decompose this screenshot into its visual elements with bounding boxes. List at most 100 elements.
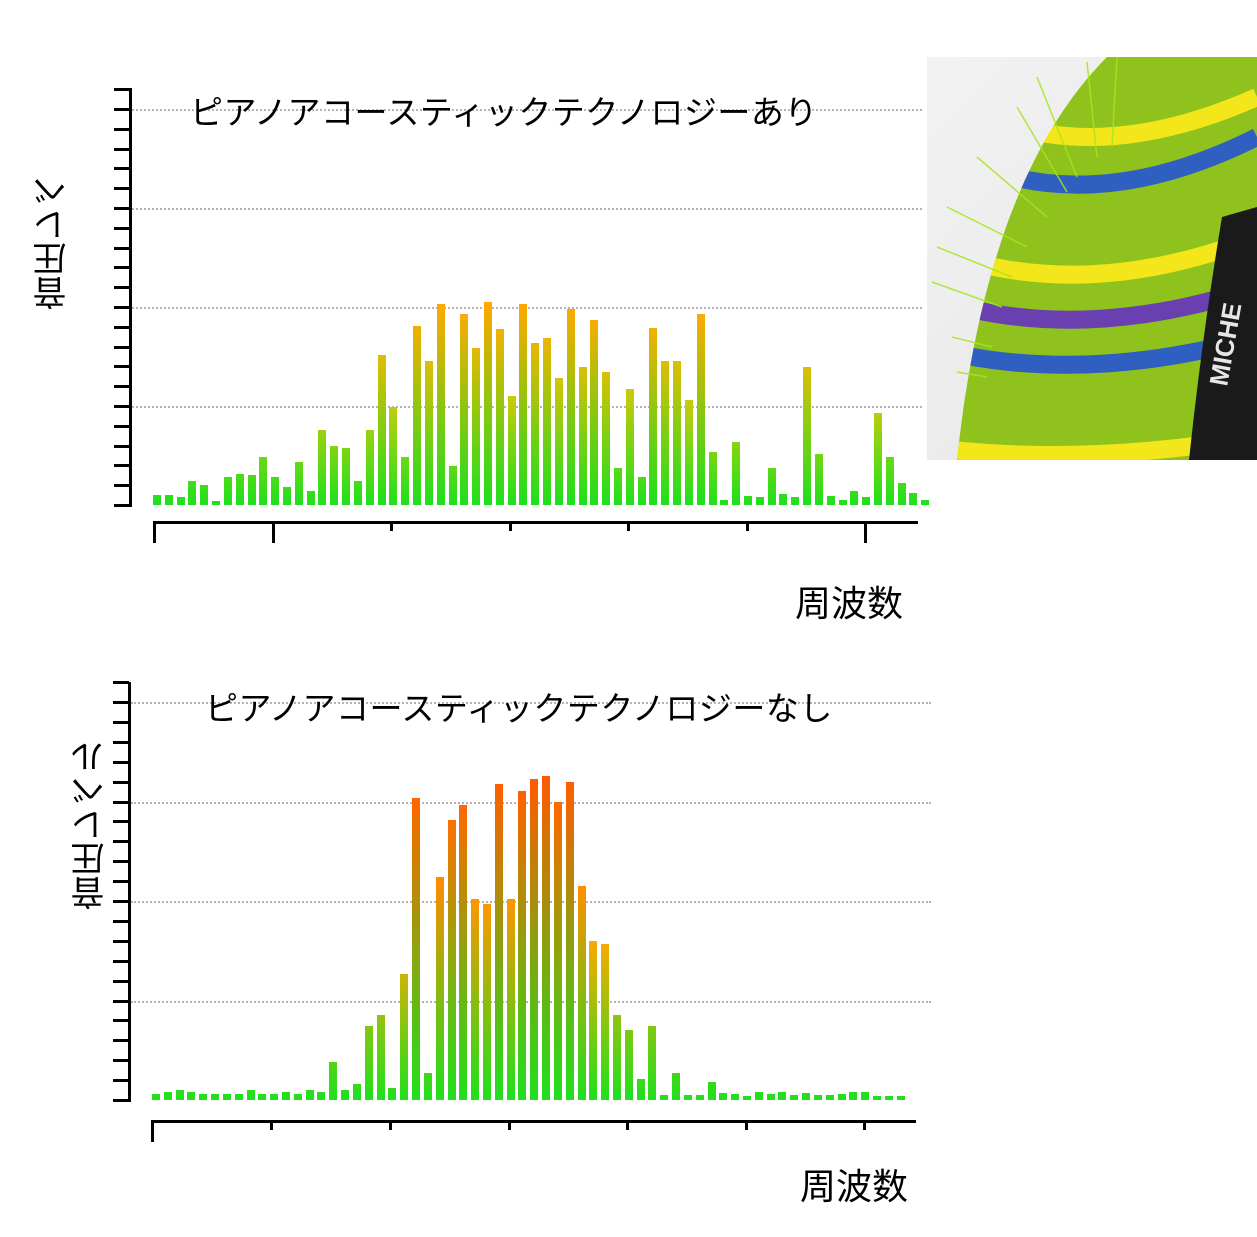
bar [778, 1092, 787, 1100]
y-tick [114, 147, 130, 151]
bar [235, 474, 244, 505]
bar [283, 487, 292, 505]
x-tick [627, 521, 630, 531]
bar [258, 1094, 267, 1100]
bar [566, 308, 575, 505]
y-tick [114, 325, 130, 329]
y-tick [113, 1079, 129, 1083]
bar [636, 1079, 645, 1100]
x-tick [270, 1120, 273, 1130]
x-axis [151, 1120, 916, 1123]
bar [542, 775, 551, 1100]
bar [153, 495, 161, 505]
bar [519, 304, 528, 505]
y-tick [113, 820, 129, 824]
bar [459, 805, 468, 1100]
bar [813, 1095, 822, 1100]
y-tick [113, 780, 129, 784]
bar [589, 940, 598, 1100]
tire-photo: MICHE [927, 57, 1257, 460]
tire-sidewall [1189, 207, 1257, 460]
y-tick [114, 365, 130, 369]
bar [708, 451, 717, 505]
bar [695, 1095, 704, 1100]
y-axis-label: 音圧レベル [71, 740, 111, 910]
bar [188, 481, 197, 505]
bar [624, 1030, 633, 1100]
bar [494, 783, 503, 1100]
y-tick [113, 800, 129, 804]
tire-tread-illustration: MICHE [931, 57, 1257, 460]
bar [436, 304, 445, 505]
bar [637, 477, 646, 505]
bar [731, 1094, 740, 1100]
y-tick [114, 286, 130, 290]
bar [873, 1096, 882, 1100]
bar [719, 1093, 728, 1100]
bar [683, 1095, 692, 1100]
bar [896, 1096, 905, 1100]
y-tick [113, 740, 129, 744]
grid-line [132, 109, 922, 111]
y-tick [114, 444, 130, 448]
bar [862, 497, 871, 505]
bar [921, 500, 930, 505]
bar [413, 325, 422, 505]
bar [435, 877, 444, 1100]
bar [282, 1092, 291, 1100]
y-tick [113, 939, 129, 943]
bar [518, 790, 527, 1100]
y-tick [113, 681, 129, 685]
bar [329, 1062, 338, 1100]
bar [176, 497, 185, 505]
x-tick [864, 521, 867, 543]
bar [293, 1094, 302, 1100]
bar [779, 494, 788, 505]
bar [554, 378, 563, 505]
bar [472, 347, 481, 505]
bar [874, 412, 883, 505]
bar [565, 781, 574, 1100]
y-tick [114, 246, 130, 250]
y-tick [113, 701, 129, 704]
bar [814, 453, 823, 505]
bar [612, 1015, 621, 1100]
bar [766, 1094, 775, 1100]
bar [271, 477, 280, 505]
bar [743, 1096, 751, 1100]
y-tick [114, 226, 130, 230]
y-tick [114, 88, 130, 92]
bar [684, 400, 693, 505]
y-tick [114, 306, 130, 309]
bar [602, 372, 611, 505]
bar [696, 313, 705, 505]
bar [212, 501, 221, 505]
x-tick [508, 1120, 511, 1130]
bar [353, 481, 362, 505]
x-tick [272, 521, 275, 543]
bar [744, 496, 752, 505]
y-tick [113, 840, 129, 844]
bar [861, 1092, 870, 1100]
bar [187, 1092, 196, 1100]
bar [400, 973, 409, 1100]
bar [803, 367, 812, 505]
bar [849, 1092, 858, 1100]
bar [234, 1094, 243, 1100]
bar [755, 497, 764, 505]
bar [767, 468, 776, 505]
bar [553, 802, 562, 1100]
x-axis-label: 周波数 [800, 1167, 909, 1208]
bar [507, 396, 516, 505]
bar [838, 500, 847, 505]
bar [211, 1094, 220, 1100]
bar [259, 457, 268, 505]
y-axis [128, 682, 131, 1102]
bar [850, 491, 859, 505]
bar [364, 1026, 373, 1100]
bar [318, 429, 327, 505]
y-tick [113, 1039, 129, 1043]
y-tick [113, 880, 129, 884]
bar [578, 367, 587, 505]
y-tick [114, 504, 130, 507]
